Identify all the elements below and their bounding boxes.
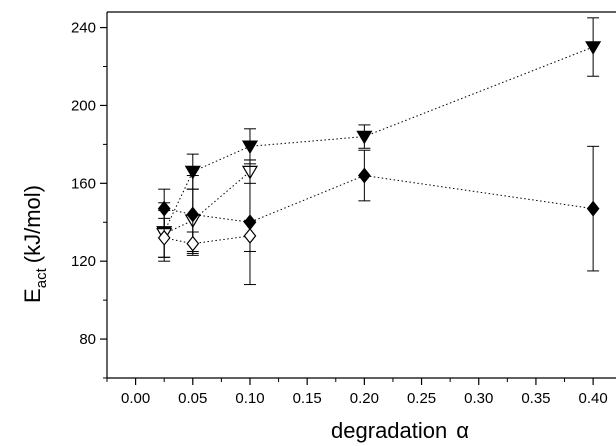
y-tick-label: 200	[71, 97, 96, 114]
open-diamond-marker	[243, 227, 257, 244]
y-ticks: 80 120 160 200 240	[71, 20, 107, 379]
filled-triangle-marker	[356, 130, 373, 145]
x-axis-title: degradation α	[331, 418, 469, 443]
filled-triangle-marker	[585, 41, 602, 55]
y-tick-label: 80	[79, 331, 96, 348]
series-filled-triangle-down	[156, 17, 602, 262]
x-ticks: 0.00 0.05 0.10 0.15 0.20 0.25 0.30 0.35 0.40	[106, 378, 608, 407]
open-diamond-marker	[157, 229, 171, 246]
filled-diamond-marker	[357, 167, 371, 184]
x-tick-label: 0.30	[464, 390, 493, 407]
series-line	[164, 235, 251, 245]
series-line	[164, 175, 594, 223]
series-open-diamond	[157, 217, 257, 258]
filled-diamond-marker	[186, 206, 200, 223]
series-open-triangle-down	[156, 159, 259, 258]
x-axis-title-text: degradation	[331, 418, 447, 443]
x-tick-label: 0.05	[178, 390, 207, 407]
y-axis-title-subscript: act	[33, 267, 50, 288]
filled-diamond-marker	[157, 200, 171, 217]
y-axis-title: Eact (kJ/mol)	[20, 185, 50, 303]
series-line	[163, 171, 251, 235]
x-tick-label: 0.00	[121, 390, 150, 407]
series-layer	[156, 17, 602, 286]
x-tick-label: 0.10	[235, 390, 264, 407]
x-tick-label: 0.35	[521, 390, 550, 407]
y-tick-label: 120	[71, 253, 96, 270]
y-tick-label: 240	[71, 20, 96, 37]
x-axis-title-symbol: α	[456, 418, 469, 443]
plot-frame	[106, 11, 616, 379]
x-tick-label: 0.40	[579, 390, 608, 407]
filled-triangle-marker	[184, 165, 201, 180]
x-tick-label: 0.15	[293, 390, 322, 407]
filled-diamond-marker	[586, 200, 600, 217]
y-axis-title-main: E	[20, 288, 45, 303]
x-tick-label: 0.25	[407, 390, 436, 407]
filled-triangle-marker	[241, 140, 259, 155]
series-filled-diamond	[157, 145, 600, 286]
y-tick-label: 160	[71, 175, 96, 192]
series-line	[163, 46, 594, 233]
x-tick-label: 0.20	[350, 390, 379, 407]
y-axis-title-unit: (kJ/mol)	[20, 185, 45, 263]
open-diamond-marker	[186, 235, 200, 252]
